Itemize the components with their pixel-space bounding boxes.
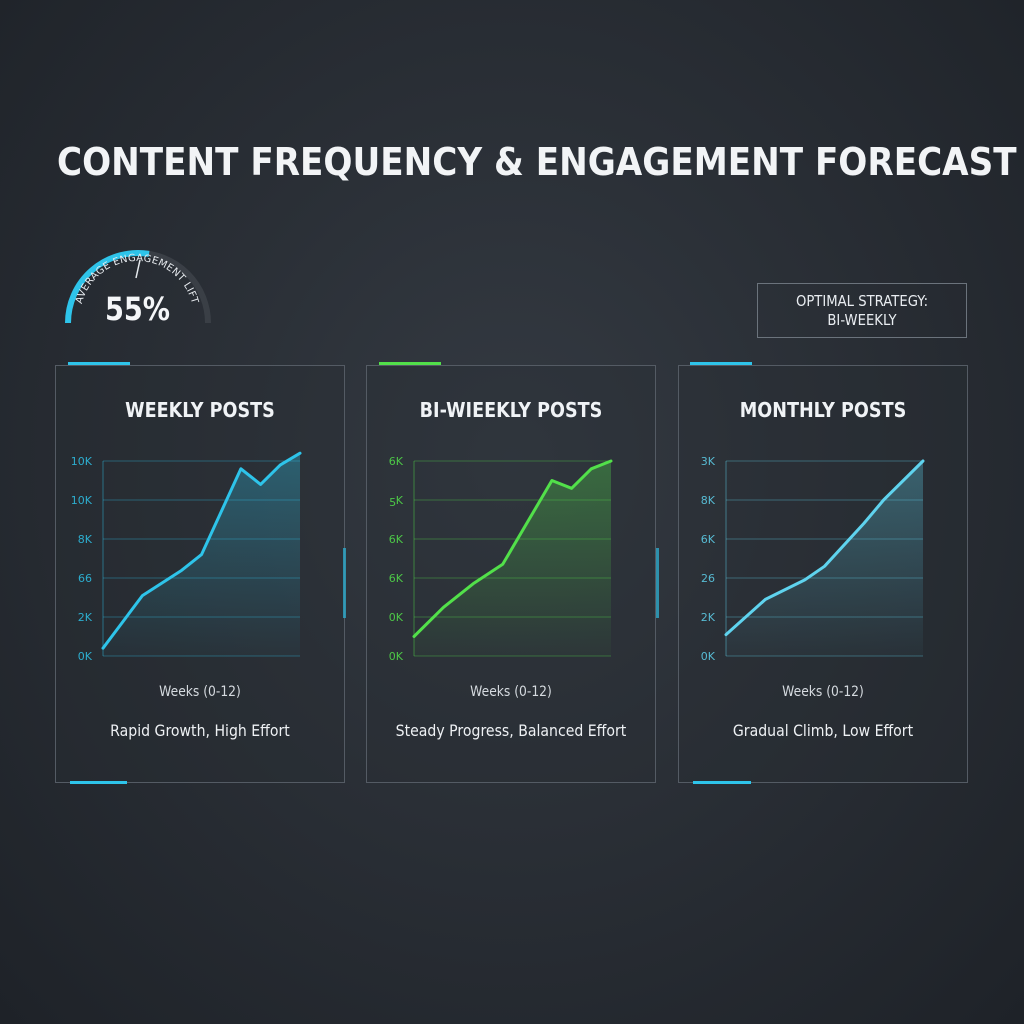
y-tick-label: 2K [78, 611, 93, 624]
gauge-fill [65, 250, 150, 324]
series-line [724, 459, 925, 637]
weekly-posts-panel: WEEKLY POSTS 0K 2K 66 8K 10K 10K Weeks (0-12)… [55, 365, 345, 783]
y-tick-label: 0K [701, 650, 716, 663]
optimal-strategy-box: OPTIMAL STRATEGY: BI-WEEKLY [757, 283, 967, 338]
y-tick-label: 8K [78, 533, 93, 546]
gauge-needle [135, 259, 141, 279]
gauge-value: 55% [104, 290, 171, 328]
y-tick-label: 2K [701, 611, 716, 624]
y-tick-label: 26 [701, 572, 715, 585]
accent-line [693, 781, 751, 784]
series-area [414, 461, 611, 656]
y-tick-label: 0K [389, 611, 404, 624]
accent-line [379, 362, 441, 365]
panel-title: BI-WIEEKLY POSTS [419, 398, 603, 422]
y-tick-label: 6K [701, 533, 716, 546]
engagement-gauge: AVERAGE ENGAGEMENT LIFT 55% [60, 228, 215, 338]
monthly-posts-panel: MONTHLY POSTS 0K 2K 26 6K 8K 3K Weeks (0-12) … [678, 365, 968, 783]
series-area [726, 461, 923, 656]
strategy-value: BI-WEEKLY [827, 311, 897, 329]
panel-title: MONTHLY POSTS [739, 398, 907, 422]
accent-line [70, 781, 127, 784]
bi-weekly-posts-chart: 0K 0K 6K 6K ƽK 6K [389, 455, 613, 663]
x-axis-label: Weeks (0-12) [470, 684, 552, 700]
panel-title: WEEKLY POSTS [125, 398, 275, 422]
panel-caption: Steady Progress, Balanced Effort [395, 721, 627, 740]
weekly-posts-chart: 0K 2K 66 8K 10K 10K [71, 451, 302, 663]
accent-line [690, 362, 752, 365]
panel-caption: Gradual Climb, Low Effort [732, 721, 914, 740]
series-line [412, 459, 613, 638]
series-line [101, 451, 302, 650]
side-tick [656, 548, 659, 618]
side-tick [343, 548, 346, 618]
monthly-posts-chart: 0K 2K 26 6K 8K 3K [701, 455, 925, 663]
y-tick-label: 3K [701, 455, 716, 468]
strategy-label: OPTIMAL STRATEGY: [795, 292, 929, 310]
page-title: CONTENT FREQUENCY & ENGAGEMENT FORECAST [57, 140, 1017, 184]
y-tick-label: 6K [389, 455, 404, 468]
panel-caption: Rapid Growth, High Effort [110, 721, 290, 740]
y-tick-label: ƽK [389, 494, 403, 507]
accent-line [68, 362, 130, 365]
y-tick-label: 0K [389, 650, 404, 663]
y-tick-label: 8K [701, 494, 716, 507]
x-axis-label: Weeks (0-12) [782, 684, 864, 700]
bi-weekly-posts-panel: BI-WIEEKLY POSTS 0K 0K 6K 6K ƽK 6K Weeks (0-1… [366, 365, 656, 783]
y-tick-label: 0K [78, 650, 93, 663]
y-tick-label: 10K [71, 494, 93, 507]
y-tick-label: 6K [389, 533, 404, 546]
x-axis-label: Weeks (0-12) [159, 684, 241, 700]
y-tick-label: 66 [78, 572, 92, 585]
y-tick-label: 10K [71, 455, 93, 468]
y-tick-label: 6K [389, 572, 404, 585]
